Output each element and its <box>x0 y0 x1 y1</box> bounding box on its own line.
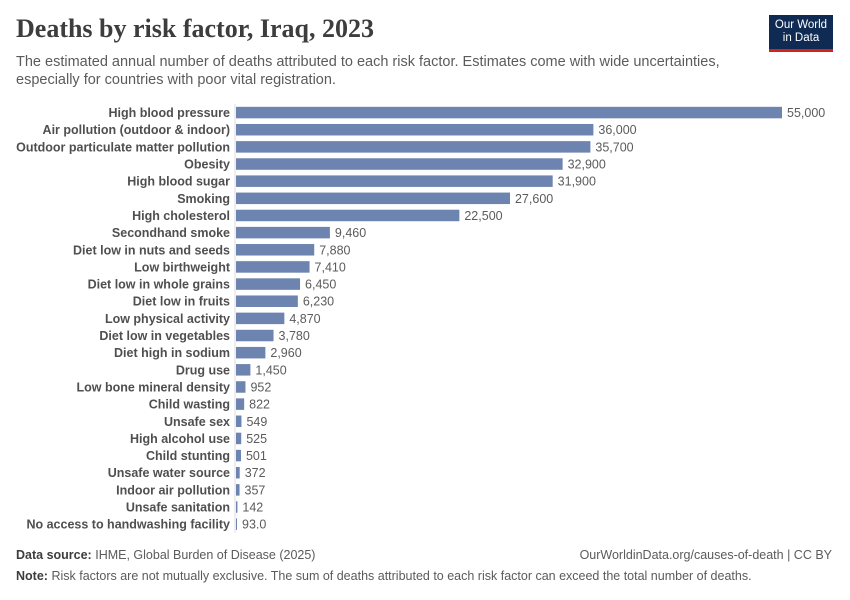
value-label-diet-low-in-fruits: 6,230 <box>303 295 334 309</box>
category-label-diet-low-in-vegetables: Diet low in vegetables <box>99 329 230 343</box>
category-label-low-birthweight: Low birthweight <box>134 260 231 274</box>
category-label-child-stunting: Child stunting <box>146 449 230 463</box>
value-label-unsafe-sanitation: 142 <box>242 501 263 515</box>
value-label-high-blood-sugar: 31,900 <box>558 175 596 189</box>
data-source: Data source: IHME, Global Burden of Dise… <box>16 548 315 562</box>
category-label-high-cholesterol: High cholesterol <box>132 209 230 223</box>
category-label-obesity: Obesity <box>184 158 230 172</box>
value-label-no-access-to-handwashing-facility: 93.0 <box>242 518 266 532</box>
bar-indoor-air-pollution[interactable] <box>236 484 240 496</box>
bar-diet-low-in-nuts-and-seeds[interactable] <box>236 244 315 256</box>
category-label-high-blood-pressure: High blood pressure <box>108 106 230 120</box>
bar-high-blood-pressure[interactable] <box>236 106 782 119</box>
category-label-diet-low-in-whole-grains: Diet low in whole grains <box>88 278 230 292</box>
bar-secondhand-smoke[interactable] <box>236 226 330 239</box>
bar-diet-low-in-whole-grains[interactable] <box>236 278 301 290</box>
value-label-diet-low-in-vegetables: 3,780 <box>279 329 310 343</box>
value-label-diet-low-in-nuts-and-seeds: 7,880 <box>319 243 350 257</box>
value-label-low-physical-activity: 4,870 <box>289 312 320 326</box>
bar-low-birthweight[interactable] <box>236 261 310 273</box>
logo-line-1: Our World <box>774 19 828 31</box>
value-label-air-pollution-outdoor-indoor: 36,000 <box>598 123 636 137</box>
value-label-outdoor-particulate-matter-pollution: 35,700 <box>595 140 633 154</box>
bar-drug-use[interactable] <box>236 364 251 376</box>
chart-title: Deaths by risk factor, Iraq, 2023 <box>16 14 374 43</box>
bar-high-alcohol-use[interactable] <box>236 432 242 445</box>
data-source-text[interactable]: IHME, Global Burden of Disease (2025) <box>95 548 316 562</box>
bar-air-pollution-outdoor-indoor[interactable] <box>236 123 594 136</box>
category-label-no-access-to-handwashing-facility: No access to handwashing facility <box>26 518 230 532</box>
bar-low-bone-mineral-density[interactable] <box>236 381 246 393</box>
bar-unsafe-sanitation[interactable] <box>236 501 238 513</box>
value-label-unsafe-sex: 549 <box>246 415 267 429</box>
bar-high-blood-sugar[interactable] <box>236 175 553 187</box>
value-label-indoor-air-pollution: 357 <box>245 483 266 497</box>
value-label-high-cholesterol: 22,500 <box>464 209 502 223</box>
footnote-label: Note: <box>16 569 48 583</box>
category-label-drug-use: Drug use <box>176 363 230 377</box>
value-label-high-alcohol-use: 525 <box>246 432 267 446</box>
category-label-air-pollution-outdoor-indoor: Air pollution (outdoor & indoor) <box>43 123 230 137</box>
bar-diet-low-in-fruits[interactable] <box>236 295 298 307</box>
category-label-diet-high-in-sodium: Diet high in sodium <box>114 346 230 360</box>
bar-low-physical-activity[interactable] <box>236 312 285 325</box>
category-label-unsafe-sex: Unsafe sex <box>164 415 230 429</box>
bar-smoking[interactable] <box>236 192 510 205</box>
owid-logo[interactable]: Our World in Data <box>769 15 833 52</box>
bar-child-stunting[interactable] <box>236 449 241 462</box>
category-label-secondhand-smoke: Secondhand smoke <box>112 226 230 240</box>
value-label-child-wasting: 822 <box>249 398 270 412</box>
footnote-text: Risk factors are not mutually exclusive.… <box>51 569 752 583</box>
value-label-low-birthweight: 7,410 <box>315 260 346 274</box>
category-label-unsafe-sanitation: Unsafe sanitation <box>126 501 230 515</box>
category-label-child-wasting: Child wasting <box>149 398 230 412</box>
category-label-high-alcohol-use: High alcohol use <box>130 432 230 446</box>
bar-no-access-to-handwashing-facility[interactable] <box>236 518 237 530</box>
value-label-diet-low-in-whole-grains: 6,450 <box>305 278 336 292</box>
category-label-smoking: Smoking <box>177 192 230 206</box>
category-label-unsafe-water-source: Unsafe water source <box>108 466 230 480</box>
category-label-outdoor-particulate-matter-pollution: Outdoor particulate matter pollution <box>16 140 230 154</box>
bar-unsafe-sex[interactable] <box>236 415 242 428</box>
chart-subtitle: The estimated annual number of deaths at… <box>16 54 720 88</box>
value-label-high-blood-pressure: 55,000 <box>787 106 825 120</box>
value-label-low-bone-mineral-density: 952 <box>250 380 271 394</box>
value-label-drug-use: 1,450 <box>255 363 286 377</box>
logo-line-2: in Data <box>782 32 820 44</box>
category-label-diet-low-in-nuts-and-seeds: Diet low in nuts and seeds <box>73 243 230 257</box>
bar-high-cholesterol[interactable] <box>236 209 460 222</box>
bar-unsafe-water-source[interactable] <box>236 466 240 479</box>
source-url[interactable]: OurWorldinData.org/causes-of-death | CC … <box>579 548 832 562</box>
category-label-low-physical-activity: Low physical activity <box>105 312 230 326</box>
category-label-low-bone-mineral-density: Low bone mineral density <box>77 380 231 394</box>
bar-diet-low-in-vegetables[interactable] <box>236 329 274 342</box>
value-label-smoking: 27,600 <box>515 192 553 206</box>
value-label-secondhand-smoke: 9,460 <box>335 226 366 240</box>
footnote: Note: Risk factors are not mutually excl… <box>16 569 752 583</box>
value-label-child-stunting: 501 <box>246 449 267 463</box>
data-source-label: Data source: <box>16 548 92 562</box>
value-label-diet-high-in-sodium: 2,960 <box>270 346 301 360</box>
bar-diet-high-in-sodium[interactable] <box>236 346 266 359</box>
value-label-obesity: 32,900 <box>568 158 606 172</box>
value-label-unsafe-water-source: 372 <box>245 466 266 480</box>
bar-outdoor-particulate-matter-pollution[interactable] <box>236 141 591 153</box>
category-label-indoor-air-pollution: Indoor air pollution <box>116 483 230 497</box>
category-label-diet-low-in-fruits: Diet low in fruits <box>133 295 230 309</box>
category-label-high-blood-sugar: High blood sugar <box>127 175 230 189</box>
bar-child-wasting[interactable] <box>236 398 245 410</box>
bar-obesity[interactable] <box>236 158 563 170</box>
